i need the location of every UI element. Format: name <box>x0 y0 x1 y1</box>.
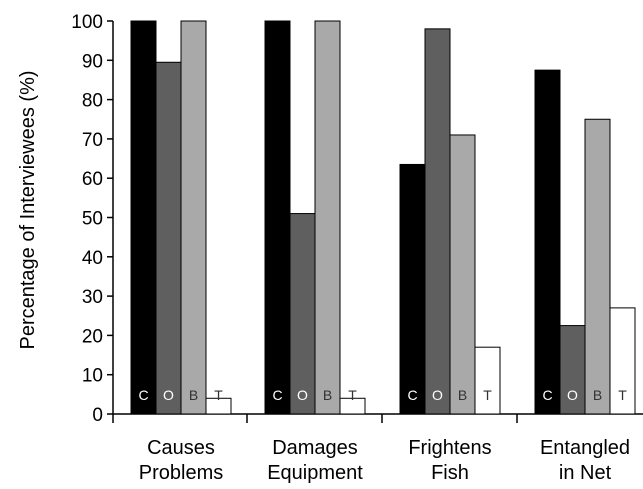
bar-letter-label: O <box>297 387 308 403</box>
bar-t-2 <box>339 397 366 415</box>
y-tick-label: 60 <box>82 169 103 190</box>
category-label: Problems <box>139 462 223 484</box>
bar-letter-label: T <box>483 387 492 403</box>
bar-b-3 <box>449 134 476 415</box>
bar-letter-label: C <box>272 387 282 403</box>
y-tick-label: 20 <box>82 326 103 347</box>
bar-o-1 <box>155 61 182 415</box>
category-label: Damages <box>272 437 358 459</box>
bar-letter-label: C <box>138 387 148 403</box>
bar-letter-label: T <box>348 387 357 403</box>
bar-c-3 <box>399 163 426 415</box>
bar-letter-label: B <box>458 387 467 403</box>
bar-b-4 <box>584 118 611 415</box>
category-label: Equipment <box>267 462 363 484</box>
bar-c-1 <box>130 20 157 415</box>
y-tick-label: 50 <box>82 209 103 230</box>
y-tick-label: 40 <box>82 248 103 269</box>
bar-letter-label: B <box>189 387 198 403</box>
y-tick-label: 30 <box>82 287 103 308</box>
bar-o-3 <box>424 28 451 415</box>
y-tick-label: 80 <box>82 91 103 112</box>
bar-letter-label: O <box>432 387 443 403</box>
bar-letter-label: B <box>593 387 602 403</box>
bar-o-4 <box>559 325 586 415</box>
bar-o-2 <box>289 213 316 415</box>
category-label: in Net <box>559 462 612 484</box>
category-label: Causes <box>147 437 215 459</box>
bar-letter-label: T <box>214 387 223 403</box>
y-tick-label: 10 <box>82 366 103 387</box>
bar-c-4 <box>534 69 561 415</box>
y-tick-label: 100 <box>71 12 103 33</box>
y-tick-label: 0 <box>92 405 103 426</box>
bar-t-1 <box>205 397 232 415</box>
bar-letter-label: O <box>567 387 578 403</box>
category-label: Frightens <box>408 437 491 459</box>
bar-t-4 <box>609 307 636 415</box>
bar-letter-label: T <box>618 387 627 403</box>
bar-letter-label: C <box>542 387 552 403</box>
y-axis-label: Percentage of Interviewees (%) <box>17 70 39 349</box>
bar-t-3 <box>474 346 501 415</box>
bar-letter-label: C <box>407 387 417 403</box>
bar-letter-label: B <box>323 387 332 403</box>
y-tick-label: 70 <box>82 130 103 151</box>
bar-b-2 <box>314 20 341 415</box>
category-label: Entangled <box>540 437 630 459</box>
category-label: Fish <box>431 462 469 484</box>
y-tick-label: 90 <box>82 51 103 72</box>
bar-b-1 <box>180 20 207 415</box>
bar-c-2 <box>264 20 291 415</box>
bar-letter-label: O <box>163 387 174 403</box>
